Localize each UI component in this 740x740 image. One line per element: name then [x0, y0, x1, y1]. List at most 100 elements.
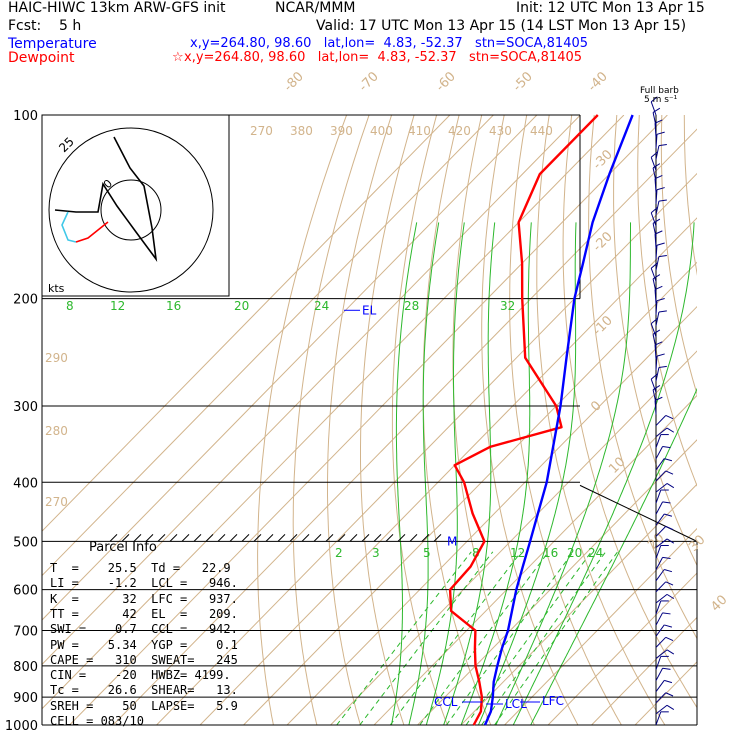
hodograph-inner-ring: [100, 179, 162, 241]
hodograph-trace-lowest: [61, 211, 77, 243]
wind-barb-flag: [650, 96, 658, 103]
hatch-mark: [229, 534, 238, 542]
wind-barb-flag: [665, 470, 674, 475]
wind-barb: [650, 212, 657, 227]
wind-barb-flag: [666, 427, 675, 433]
parcel-row: PW = 5.34 YGP = 0.1: [50, 637, 238, 652]
plot-diagonal-border: [579, 484, 698, 542]
dry-adiabat-line: [637, 115, 697, 487]
isotherm-label: -40: [585, 69, 611, 95]
hatch-mark: [409, 534, 418, 542]
dry-adiabat-line: [422, 115, 492, 725]
dry-adiabat-line: [613, 115, 697, 567]
dry-adiabat-label: 270: [45, 495, 68, 509]
isotherm-label: -50: [510, 69, 536, 95]
mixing-ratio-label: 20: [567, 546, 582, 560]
temperature-info: x,y=264.80, 98.60 lat,lon= 4.83, -52.37 …: [190, 36, 589, 51]
isotherm-line: [591, 616, 697, 725]
isotherm-line: [42, 115, 625, 710]
wind-barb: [655, 711, 662, 726]
wind-barb-flag: [650, 318, 658, 325]
dry-adiabat-label: 280: [45, 424, 68, 438]
dry-adiabat-line: [257, 115, 348, 725]
dry-adiabat-label: 420: [448, 124, 471, 138]
hatch-mark: [349, 534, 358, 542]
wind-barb: [655, 545, 662, 559]
wind-barb-flag: [665, 692, 674, 697]
dry-adiabat-label: 430: [489, 124, 512, 138]
wind-barb-flag: [662, 667, 671, 670]
wind-barb: [654, 400, 657, 415]
isotherm-line: [286, 305, 697, 725]
wind-barb: [654, 344, 657, 360]
isotherm-line: [69, 115, 668, 725]
wind-barbs: [650, 96, 675, 726]
mixing-ratio-line: [359, 551, 494, 725]
wind-barb: [655, 581, 667, 593]
parcel-row: SWI = 0.7 CCL = 942.: [50, 622, 238, 637]
hatch-mark: [325, 534, 334, 542]
dry-adiabat-line: [452, 115, 535, 725]
wind-barb: [655, 656, 662, 670]
hatch-mark: [313, 534, 322, 542]
moist-adiabat-label: 12: [110, 299, 125, 313]
moist-adiabat-label: 16: [166, 299, 181, 313]
pressure-tick-label: 1000: [5, 719, 38, 734]
dry-adiabat-label: 390: [330, 124, 353, 138]
wind-barb-flag: [658, 199, 667, 202]
wind-barb: [655, 557, 664, 570]
moist-adiabat-line: [443, 222, 496, 725]
hatch-mark: [145, 534, 154, 542]
hatch-mark: [181, 534, 190, 542]
hodograph-trace-upper: [54, 136, 158, 262]
barb-header-line1: Full barb: [640, 86, 679, 96]
isotherm-line: [42, 115, 451, 532]
pressure-tick-label: 100: [13, 109, 38, 124]
hatch-mark: [433, 534, 442, 542]
parcel-row: CELL = 083/10: [50, 714, 144, 728]
wind-barb-flag: [654, 285, 663, 291]
mixing-ratio-label: 12: [510, 546, 525, 560]
wind-barb: [655, 600, 662, 615]
hatch-mark: [241, 534, 250, 542]
wind-barb: [650, 157, 657, 171]
dry-adiabat-line: [481, 115, 579, 725]
dry-adiabat-label: 400: [370, 124, 393, 138]
hatch-mark: [289, 534, 298, 542]
parcel-row: Tc = 26.6 SHEAR= 13.: [50, 683, 238, 698]
moist-adiabat-line: [495, 222, 631, 725]
init-time: Init: 12 UTC Mon 13 Apr 15: [516, 0, 705, 16]
dry-adiabat-line: [536, 115, 666, 725]
hatch-mark: [133, 534, 142, 542]
hatch-mark: [109, 534, 118, 542]
wind-barb: [655, 489, 662, 504]
wind-barb-flag: [666, 483, 675, 489]
isotherm-label: 0: [588, 398, 604, 414]
pressure-tick-label: 700: [13, 625, 38, 640]
wind-barb: [650, 378, 657, 393]
hatch-mark: [277, 534, 286, 542]
moist-adiabat-label: 32: [500, 299, 515, 313]
pressure-tick-label: 400: [13, 476, 38, 491]
hatch-mark: [217, 534, 226, 542]
dry-adiabat-line: [729, 115, 740, 738]
dry-adiabat-line: [707, 115, 740, 738]
pressure-tick-label: 900: [13, 691, 38, 706]
hatch-mark: [337, 534, 346, 542]
pressure-tick-label: 500: [13, 535, 38, 550]
title-left: HAIC-HIWC 13km ARW-GFS init: [8, 0, 226, 16]
isotherm-line: [417, 439, 697, 725]
wind-barb: [655, 704, 668, 715]
hatch-mark: [193, 534, 202, 542]
wind-barb-flag: [656, 131, 665, 135]
wind-barb-flag: [664, 513, 673, 517]
wind-barb-flag: [658, 144, 667, 147]
mixing-ratio-label: 8: [472, 546, 480, 560]
dry-adiabat-line: [509, 115, 622, 725]
wind-barb: [655, 458, 665, 471]
wind-barb: [655, 446, 664, 460]
dry-adiabat-line: [327, 115, 393, 725]
moist-adiabat-line: [512, 222, 695, 725]
wind-barb-flag: [652, 385, 661, 391]
